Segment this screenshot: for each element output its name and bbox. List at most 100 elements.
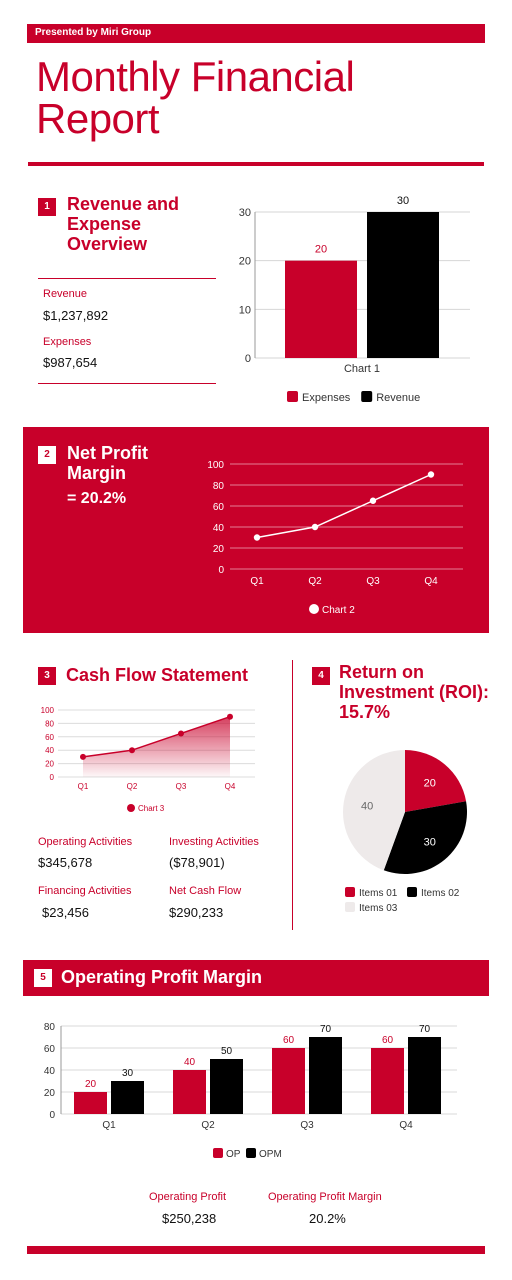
section-3-title: Cash Flow Statement [66,665,249,685]
section-2-title: Net Profit Margin [67,443,148,483]
page-title: Monthly Financial Report [36,53,355,142]
section-1-title: Revenue and Expense Overview [67,194,180,254]
revenue-label: Revenue [43,288,88,300]
chart5-xtick-label: Q2 [201,1120,215,1131]
chart1-legend-swatch [287,391,298,402]
chart5-xtick-label: Q1 [102,1120,116,1131]
chart1-ytick-label: 0 [245,353,251,365]
chart1-data-label: 20 [315,244,327,256]
chart5-xtick-label: Q3 [300,1120,314,1131]
chart5-data-label: 70 [320,1024,332,1035]
chart2-point [311,523,319,531]
chart1-ytick-label: 30 [239,207,251,219]
revenue-value: $1,237,892 [43,308,109,323]
column-divider [292,660,293,930]
chart2-ytick-label: 100 [207,460,224,471]
chart5-legend-label: OP [226,1149,241,1160]
chart3-point [227,713,233,720]
chart5-bar-opm [408,1037,441,1114]
chart2-ytick-label: 60 [213,502,225,513]
chart5-ytick-label: 60 [44,1044,56,1055]
chart1-bar-revenue [367,212,439,358]
chart3-xtick-label: Q1 [78,782,89,791]
section-5-number: 5 [34,969,52,987]
section-3-number: 3 [38,667,56,685]
chart5-data-label: 40 [184,1057,196,1068]
chart2-legend-label: Chart 2 [322,605,355,616]
chart3-legend-swatch [127,804,135,812]
chart1-ytick-label: 20 [239,256,251,268]
chart2-xtick-label: Q2 [308,576,322,587]
revenue-expense-chart: 0 10 20 30 20 30 Chart 1 Expenses Revenue [239,195,470,404]
chart2-point [369,497,377,504]
pie-slice-items-01 [405,750,467,812]
chart5-bar-op [173,1070,206,1114]
chart1-bar-expenses [285,260,357,358]
chart1-category-label: Chart 1 [344,363,380,375]
operating-activities-value: $345,678 [38,855,93,870]
chart5-data-label: 60 [382,1035,394,1046]
chart3-ytick-label: 20 [45,760,54,769]
pie-slice-label: 20 [424,778,436,790]
presenter-text: Presented by Miri Group [35,27,152,38]
chart1-ytick-label: 10 [239,304,251,316]
net-profit-panel [23,427,489,633]
investing-activities-label: Investing Activities [169,836,259,848]
roi-pie-chart: 20 30 40 Items 01 Items 02 Items 03 [343,750,467,914]
chart5-data-label: 20 [85,1079,97,1090]
chart5-ytick-label: 0 [49,1110,55,1121]
pie-legend-label: Items 02 [421,888,460,899]
chart5-data-label: 60 [283,1035,295,1046]
cash-flow-chart: 0 20 40 60 80 100 Q1 Q2 Q3 Q4 Chart 3 [41,706,255,813]
pie-legend-label: Items 03 [359,903,398,914]
net-profit-chart: 0 20 40 60 80 100 Q1 Q2 Q3 Q4 Chart 2 [207,460,463,616]
pie-slice-items-03 [343,750,405,871]
chart3-point [178,730,184,737]
investing-activities-value: ($78,901) [169,855,225,870]
chart1-legend-swatch [361,391,373,402]
chart2-ytick-label: 40 [213,523,225,534]
chart3-series-line [82,715,231,758]
operating-profit-margin-value: 20.2% [309,1211,346,1226]
section-4-title: Return on Investment (ROI): 15.7% [339,662,490,722]
chart3-xtick-label: Q4 [225,782,236,791]
section-5-title: Operating Profit Margin [61,967,263,987]
chart5-legend-swatch [213,1148,223,1158]
chart1-data-label: 30 [397,195,409,207]
net-cash-flow-value: $290,233 [169,905,224,920]
chart2-ytick-label: 20 [213,544,225,555]
chart3-ytick-label: 80 [45,719,54,728]
chart1-legend-label: Revenue [376,392,420,404]
section-1-number: 1 [38,198,56,216]
chart5-bar-opm [111,1081,144,1114]
chart3-point [129,747,135,754]
chart3-ytick-label: 0 [50,773,55,782]
operating-profit-label: Operating Profit [149,1191,227,1203]
section-4-number: 4 [312,667,330,685]
chart3-area-fill [83,716,230,777]
chart2-point [427,471,435,478]
chart3-xtick-label: Q3 [176,782,187,791]
chart5-data-label: 30 [122,1068,134,1079]
operating-profit-margin-label: Operating Profit Margin [268,1191,382,1203]
pie-slice-label: 30 [424,836,436,848]
pie-legend-swatch [407,887,417,897]
expenses-label: Expenses [43,336,92,348]
pie-legend-swatch [345,902,355,912]
section-5-header [23,960,489,996]
chart3-ytick-label: 60 [45,733,54,742]
operating-profit-value: $250,238 [162,1211,217,1226]
chart2-ytick-label: 80 [213,481,225,492]
chart3-ytick-label: 40 [45,746,54,755]
chart5-xtick-label: Q4 [399,1120,413,1131]
financing-activities-value: $23,456 [42,905,89,920]
chart5-legend-label: OPM [259,1149,282,1160]
operating-activities-label: Operating Activities [38,836,133,848]
chart2-ytick-label: 0 [218,565,224,576]
pie-slice-label: 40 [361,800,373,812]
chart3-point [80,753,86,760]
chart5-ytick-label: 40 [44,1066,56,1077]
section-1-divider-bottom [38,383,216,384]
chart3-xtick-label: Q2 [127,782,138,791]
chart2-xtick-label: Q4 [424,576,438,587]
